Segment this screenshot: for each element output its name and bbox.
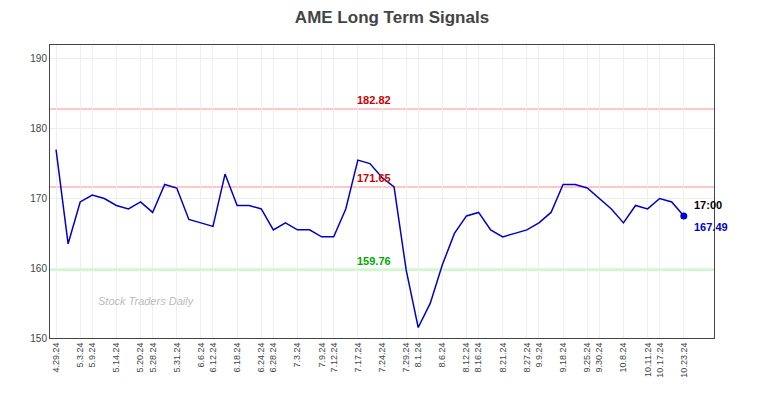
svg-text:8.16.24: 8.16.24 xyxy=(474,343,484,373)
svg-text:6.24.24: 6.24.24 xyxy=(256,343,266,373)
svg-text:8.27.24: 8.27.24 xyxy=(522,343,532,373)
svg-text:8.12.24: 8.12.24 xyxy=(461,343,471,373)
svg-text:9.18.24: 9.18.24 xyxy=(558,343,568,373)
svg-text:8.1.24: 8.1.24 xyxy=(413,343,423,368)
svg-text:5.20.24: 5.20.24 xyxy=(135,343,145,373)
svg-text:10.17.24: 10.17.24 xyxy=(655,343,665,378)
svg-text:10.8.24: 10.8.24 xyxy=(618,343,628,373)
svg-text:167.49: 167.49 xyxy=(694,221,728,233)
svg-text:10.11.24: 10.11.24 xyxy=(643,343,653,377)
svg-text:171.65: 171.65 xyxy=(357,172,391,184)
svg-text:17:00: 17:00 xyxy=(694,199,722,211)
svg-text:9.9.24: 9.9.24 xyxy=(534,343,544,368)
svg-text:7.3.24: 7.3.24 xyxy=(292,343,302,368)
svg-text:8.6.24: 8.6.24 xyxy=(437,343,447,368)
svg-text:6.18.24: 6.18.24 xyxy=(232,343,242,373)
svg-text:8.21.24: 8.21.24 xyxy=(498,343,508,373)
svg-text:150: 150 xyxy=(30,333,47,344)
svg-text:7.12.24: 7.12.24 xyxy=(329,343,339,373)
svg-text:180: 180 xyxy=(30,123,47,134)
svg-text:5.28.24: 5.28.24 xyxy=(148,343,158,373)
svg-text:170: 170 xyxy=(30,193,47,204)
svg-text:5.3.24: 5.3.24 xyxy=(75,343,85,368)
svg-text:4.29.24: 4.29.24 xyxy=(51,343,61,373)
svg-text:7.24.24: 7.24.24 xyxy=(377,343,387,373)
svg-text:6.28.24: 6.28.24 xyxy=(268,343,278,373)
svg-text:5.9.24: 5.9.24 xyxy=(87,343,97,368)
svg-text:AME Long Term Signals: AME Long Term Signals xyxy=(295,8,489,27)
svg-text:7.17.24: 7.17.24 xyxy=(353,343,363,373)
svg-text:7.29.24: 7.29.24 xyxy=(401,343,411,373)
svg-text:6.12.24: 6.12.24 xyxy=(208,343,218,373)
svg-text:9.30.24: 9.30.24 xyxy=(594,343,604,373)
svg-text:10.23.24: 10.23.24 xyxy=(679,343,689,378)
svg-text:182.82: 182.82 xyxy=(357,94,391,106)
svg-text:Stock Traders Daily: Stock Traders Daily xyxy=(98,295,195,307)
svg-text:159.76: 159.76 xyxy=(357,255,391,267)
svg-text:7.9.24: 7.9.24 xyxy=(317,343,327,368)
svg-text:190: 190 xyxy=(30,53,47,64)
svg-text:9.25.24: 9.25.24 xyxy=(582,343,592,373)
svg-text:5.31.24: 5.31.24 xyxy=(172,343,182,373)
svg-text:6.6.24: 6.6.24 xyxy=(196,343,206,368)
svg-text:160: 160 xyxy=(30,263,47,274)
svg-text:5.14.24: 5.14.24 xyxy=(111,343,121,373)
